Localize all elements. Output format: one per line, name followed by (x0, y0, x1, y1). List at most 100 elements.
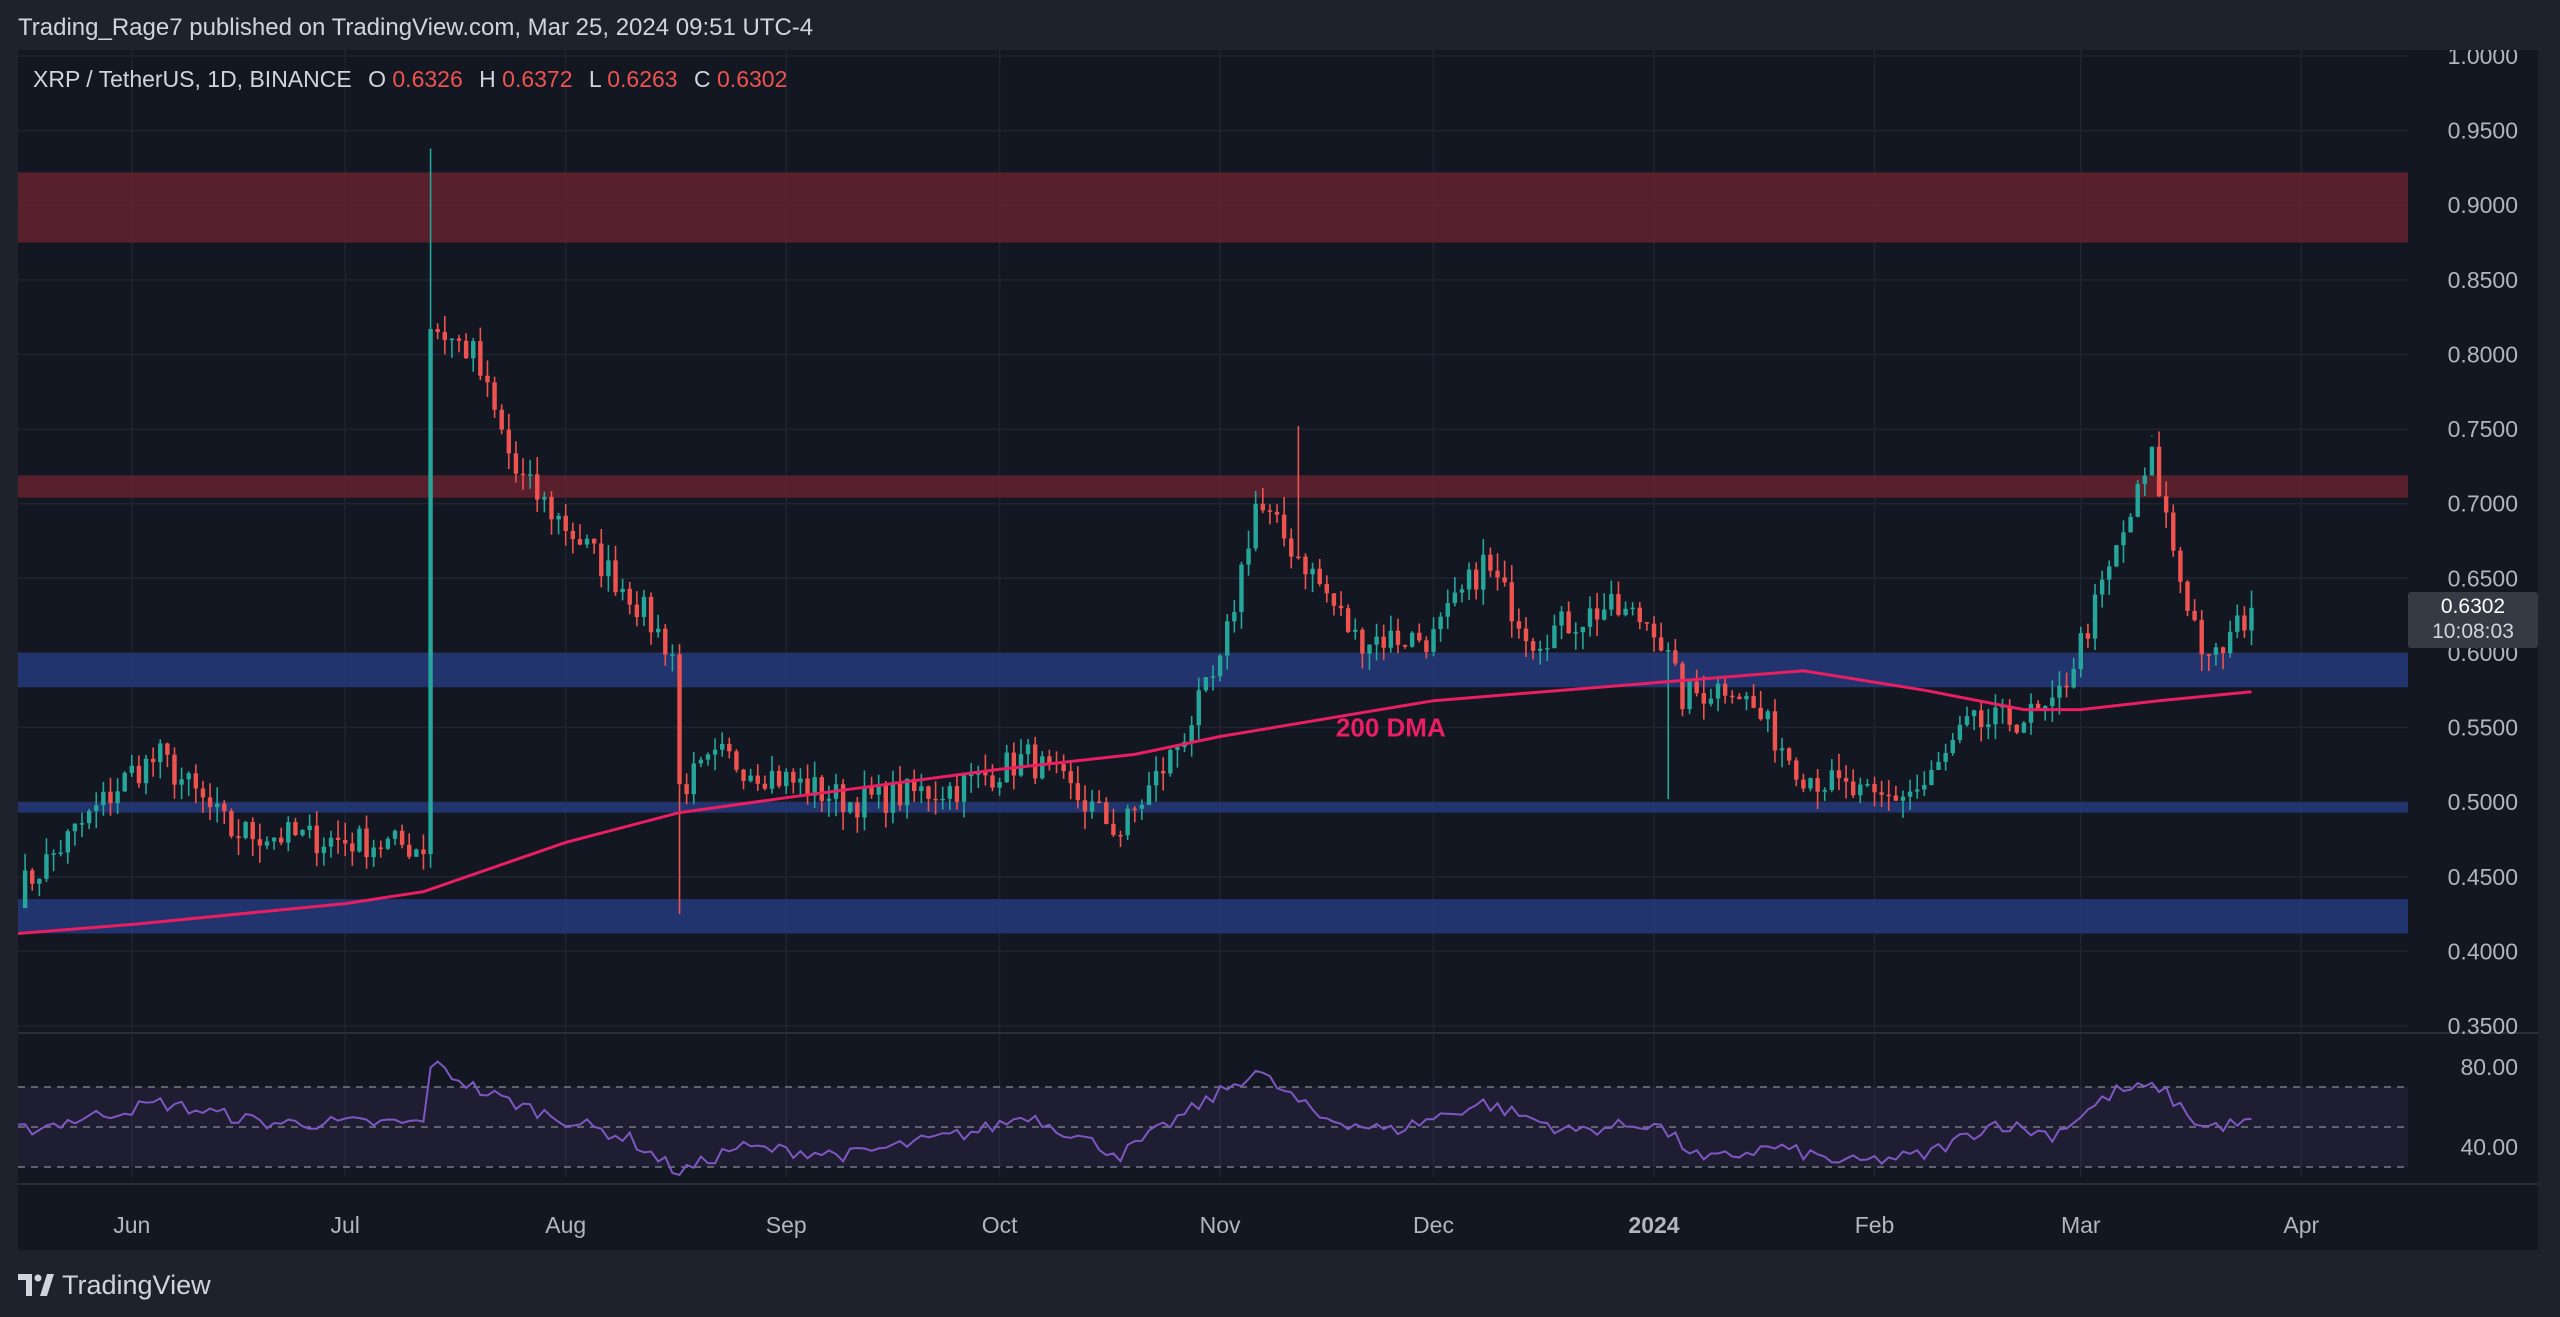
price-tick-label: 0.7000 (2448, 491, 2518, 517)
candle-body (819, 777, 824, 801)
candle-body (51, 853, 56, 855)
candle-body (1061, 764, 1066, 772)
candle-body (1815, 778, 1820, 792)
candle (2227, 620, 2233, 658)
candle (584, 534, 590, 549)
candle-body (1495, 570, 1500, 578)
candle-body (2227, 631, 2233, 654)
candle-body (485, 375, 490, 383)
candle (1744, 691, 1749, 711)
price-tick-label: 0.9000 (2448, 192, 2518, 218)
candle (1388, 615, 1394, 653)
candle-body (1779, 748, 1785, 751)
candle-body (1537, 648, 1543, 651)
candle (72, 823, 78, 846)
candle-body (1822, 789, 1827, 792)
price-tick-label: 0.4500 (2448, 864, 2518, 890)
candle (1545, 634, 1550, 662)
candle (627, 581, 632, 615)
candle (719, 732, 725, 757)
candle-body (414, 849, 419, 857)
candle (1473, 562, 1479, 600)
candle-body (1630, 607, 1635, 610)
candle (2213, 642, 2219, 666)
candle (563, 503, 568, 546)
candle-body (755, 775, 760, 784)
candle (591, 538, 597, 554)
candle-body (37, 878, 42, 884)
candle (2092, 583, 2098, 651)
candle (143, 754, 149, 795)
chart-frame[interactable]: 1.0000 0.9500 0.9000 0.8500 0.8000 0.7500 0.70… (18, 50, 2538, 1250)
candle (1189, 715, 1194, 757)
candle (1594, 592, 1600, 636)
rsi-panel (18, 1060, 2408, 1177)
candle-body (926, 786, 931, 799)
candle (1602, 593, 1607, 621)
candle-body (378, 847, 383, 849)
candle-body (30, 870, 35, 884)
symbol-legend[interactable]: XRP / TetherUS, 1D, BINANCE O 0.6326 H 0… (33, 66, 787, 92)
tradingview-logo-icon (18, 1274, 54, 1296)
candle (1466, 562, 1472, 601)
candle-body (1701, 693, 1707, 704)
candle (2050, 680, 2055, 722)
candle (392, 829, 398, 846)
candle (37, 878, 42, 897)
candle (1203, 677, 1209, 693)
candle-body (890, 783, 896, 813)
candle (2128, 513, 2133, 533)
candle-body (44, 854, 49, 879)
candle-body (1431, 629, 1436, 652)
candle-body (214, 803, 220, 808)
candle (271, 837, 277, 850)
candle (556, 512, 561, 535)
candle (1232, 599, 1237, 633)
candle (250, 817, 255, 857)
candle (1139, 799, 1145, 820)
candle (1537, 640, 1543, 665)
candle (357, 825, 362, 853)
candle (1445, 589, 1450, 629)
candle (1722, 678, 1728, 704)
close-label: C (694, 66, 711, 92)
chart-canvas[interactable]: 1.0000 0.9500 0.9000 0.8500 0.8000 0.7500 0.70… (18, 50, 2538, 1250)
candle (1096, 790, 1102, 804)
candle (30, 868, 35, 891)
candle-body (691, 763, 696, 795)
candle (1168, 748, 1173, 777)
candle (840, 779, 846, 831)
candle (1459, 584, 1465, 603)
close-value: 0.6302 (717, 66, 787, 92)
candle (776, 765, 782, 789)
candle-body (2085, 633, 2091, 639)
candle-body (577, 539, 583, 545)
tradingview-logo[interactable]: TradingView (18, 1268, 211, 1302)
rsi-tick-label: 80.00 (2460, 1054, 2518, 1080)
candle-body (2035, 703, 2041, 709)
candle (527, 459, 533, 489)
candle (115, 778, 120, 814)
candle-body (620, 588, 625, 593)
candle-body (954, 786, 960, 802)
candle (1353, 618, 1358, 640)
candle (172, 747, 177, 799)
candle (1289, 528, 1294, 569)
candle-body (2021, 722, 2027, 733)
support-zone (18, 802, 2408, 813)
candle-body (1353, 629, 1358, 632)
candle-body (940, 798, 945, 801)
candle-body (328, 837, 334, 847)
candle-body (1559, 611, 1564, 626)
candle (1758, 690, 1763, 721)
candle (286, 816, 291, 852)
candle (549, 491, 554, 535)
candle-body (912, 778, 917, 792)
candle (229, 808, 234, 839)
candle (1993, 694, 1998, 740)
candle (1644, 621, 1650, 631)
candle-body (2050, 697, 2055, 707)
candle (1616, 581, 1621, 617)
candle-body (719, 743, 725, 750)
candle-body (442, 332, 447, 341)
